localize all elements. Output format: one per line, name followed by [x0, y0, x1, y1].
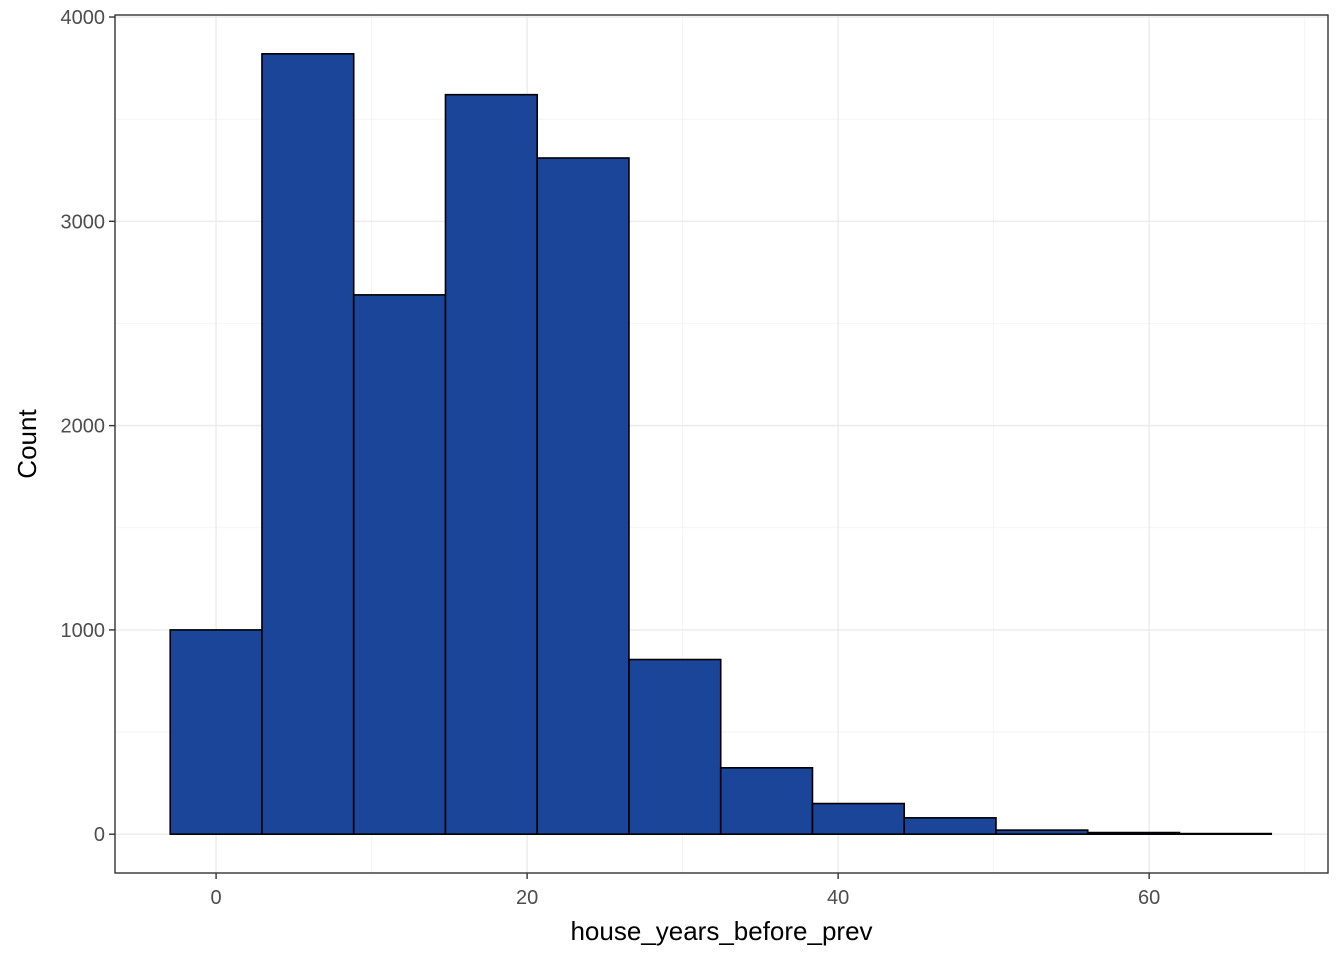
histogram-bar — [995, 829, 1089, 835]
y-tick-label: 0 — [94, 824, 105, 846]
histogram-bar — [811, 802, 906, 835]
y-axis-title: Count — [12, 409, 42, 479]
x-tick-label: 40 — [827, 887, 849, 909]
x-tick-label: 60 — [1138, 887, 1160, 909]
histogram-bar — [261, 53, 355, 835]
histogram-bar — [903, 817, 997, 835]
x-axis-title: house_years_before_prev — [570, 916, 872, 946]
y-tick-label: 3000 — [61, 211, 106, 233]
histogram-bar — [169, 629, 263, 835]
histogram-bar — [1178, 832, 1273, 835]
panel-border — [114, 14, 1329, 874]
histogram-bars — [169, 53, 1273, 835]
histogram-bar — [536, 157, 630, 835]
y-tick-label: 2000 — [61, 416, 106, 438]
histogram-bar — [719, 766, 814, 835]
x-tick-label: 0 — [211, 887, 222, 909]
y-tick-label: 1000 — [61, 620, 106, 642]
histogram-bar — [352, 294, 447, 835]
histogram-bar — [1086, 831, 1181, 835]
y-tick-label: 4000 — [61, 7, 106, 29]
histogram-bar — [444, 93, 539, 835]
x-tick-label: 20 — [516, 887, 538, 909]
histogram-bar — [628, 658, 722, 835]
axes: 0 20 40 60 0 1000 2000 3000 4000 — [61, 7, 1161, 909]
